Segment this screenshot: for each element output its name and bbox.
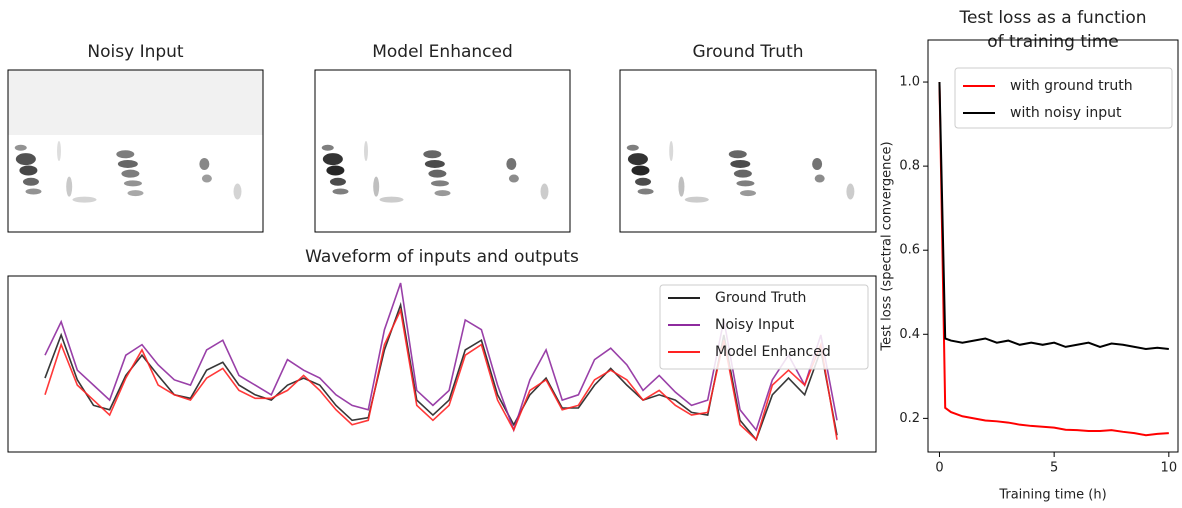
- legend-box: [659, 284, 869, 370]
- spectral-blob: [635, 177, 652, 186]
- spectral-blob: [233, 183, 242, 200]
- title-line: Test loss as a function: [958, 8, 1146, 28]
- legend-label: with noisy input: [1010, 105, 1122, 121]
- spectral-blob: [540, 183, 549, 200]
- spectrogram: [314, 69, 571, 233]
- x-tick-label: 5: [1050, 461, 1058, 476]
- spectral-blob: [326, 165, 345, 176]
- loss-line: [938, 82, 1169, 351]
- spectral-blob: [684, 196, 709, 203]
- legend-label: Ground Truth: [715, 290, 806, 306]
- spectral-blob: [15, 153, 36, 166]
- panel-frame: [314, 69, 571, 233]
- spectral-blob: [506, 157, 517, 170]
- spectral-blob: [201, 174, 212, 183]
- plot-frame: [927, 39, 1179, 453]
- panel-title: Waveform of inputs and outputs: [305, 247, 579, 267]
- noise-floor: [8, 70, 263, 135]
- spectral-blob: [740, 190, 756, 197]
- spectral-blob: [631, 165, 650, 176]
- spectral-blob: [66, 176, 73, 197]
- spectral-blob: [730, 159, 751, 168]
- x-tick-label: 0: [935, 461, 943, 476]
- spectral-blob: [199, 157, 210, 170]
- spectral-blob: [669, 141, 674, 161]
- spectral-blob: [14, 144, 27, 151]
- spectral-blob: [430, 180, 449, 187]
- spectral-blob: [127, 190, 144, 197]
- spectrogram: [7, 69, 264, 233]
- spectral-blob: [814, 174, 825, 183]
- panel-title: Ground Truth: [692, 42, 803, 62]
- panel-title: Model Enhanced: [372, 42, 513, 62]
- waveform-line: [44, 307, 838, 442]
- spectral-blob: [373, 176, 380, 197]
- spectral-blob: [627, 153, 648, 166]
- spectral-blob: [424, 159, 445, 168]
- y-tick-label: 0.8: [899, 159, 920, 174]
- legend-label: Model Enhanced: [715, 344, 831, 360]
- spectral-blob: [72, 196, 97, 203]
- spectral-blob: [736, 180, 755, 187]
- loss-line: [938, 82, 1169, 437]
- spectral-blob: [637, 188, 654, 195]
- spectral-blob: [25, 188, 42, 195]
- spectral-blob: [508, 174, 519, 183]
- spectral-blob: [322, 153, 343, 166]
- spectral-blob: [329, 177, 346, 186]
- title-line: of training time: [987, 32, 1118, 52]
- spectral-blob: [332, 188, 349, 195]
- legend: with ground truth with noisy input: [954, 67, 1173, 129]
- x-tick-label: 10: [1161, 461, 1178, 476]
- spectral-blob: [428, 169, 447, 178]
- spectral-blob: [733, 169, 752, 178]
- legend-label: with ground truth: [1010, 78, 1133, 94]
- spectral-blob: [678, 176, 685, 197]
- panel-title: Noisy Input: [87, 42, 184, 62]
- spectral-blob: [57, 141, 61, 161]
- spectral-blob: [626, 144, 639, 151]
- spectral-blob: [812, 157, 823, 170]
- waveform-line: [44, 282, 838, 433]
- x-axis-label: Training time (h): [998, 488, 1106, 503]
- y-tick-label: 0.4: [899, 327, 920, 342]
- plot-frame: [7, 275, 877, 453]
- y-tick-label: 0.2: [899, 411, 920, 426]
- spectral-blob: [116, 150, 135, 159]
- spectrogram: [619, 69, 877, 233]
- spectral-blob: [364, 141, 368, 161]
- legend: Ground Truth Noisy Input Model Enhanced: [659, 284, 869, 370]
- chart-title: Test loss as a function of training time: [958, 8, 1146, 52]
- y-tick-label: 0.6: [899, 243, 920, 258]
- spectral-blob: [728, 150, 747, 159]
- y-tick-label: 1.0: [899, 75, 920, 90]
- spectral-blob: [117, 159, 138, 168]
- panel-frame: [619, 69, 877, 233]
- spectral-blob: [22, 177, 39, 186]
- spectral-blob: [379, 196, 404, 203]
- spectral-blob: [423, 150, 442, 159]
- spectral-blob: [321, 144, 334, 151]
- spectral-blob: [121, 169, 140, 178]
- y-axis-label: Test loss (spectral convergence): [880, 141, 895, 351]
- spectral-blob: [434, 190, 451, 197]
- spectral-blob: [19, 165, 38, 176]
- panel-frame: [7, 69, 264, 233]
- spectral-blob: [123, 180, 142, 187]
- legend-label: Noisy Input: [715, 317, 795, 333]
- legend-box: [954, 67, 1173, 129]
- spectral-blob: [846, 183, 855, 200]
